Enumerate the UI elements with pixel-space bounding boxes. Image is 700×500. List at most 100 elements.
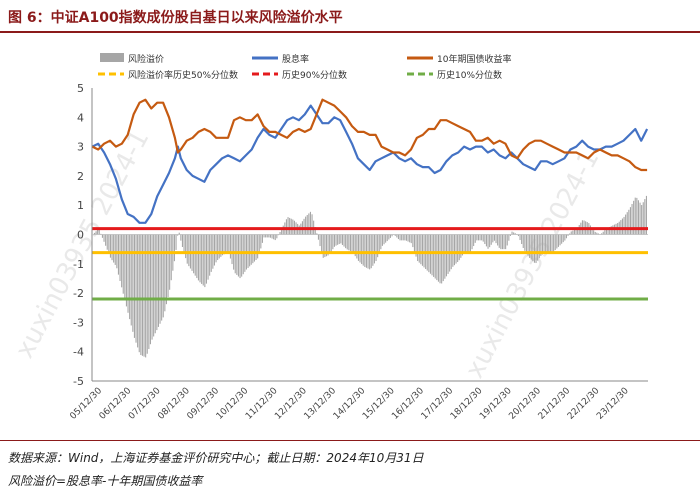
risk-premium-bar <box>532 234 534 262</box>
risk-premium-bar <box>204 234 206 288</box>
risk-premium-bar <box>413 234 415 252</box>
risk-premium-bar <box>564 234 566 241</box>
risk-premium-bar <box>377 234 379 258</box>
risk-premium-bar <box>258 234 260 254</box>
risk-premium-bar <box>489 234 491 248</box>
risk-premium-bar <box>607 227 609 235</box>
risk-premium-bar <box>396 234 398 238</box>
risk-premium-bar <box>410 234 412 244</box>
risk-premium-bar <box>471 234 473 250</box>
risk-premium-bar <box>335 234 337 246</box>
risk-premium-bar <box>169 234 171 290</box>
risk-premium-bar <box>156 234 158 331</box>
risk-premium-bar <box>439 234 441 284</box>
risk-premium-bar <box>266 234 268 238</box>
risk-premium-bar <box>465 234 467 253</box>
risk-premium-bar <box>381 234 383 246</box>
risk-premium-bar <box>239 234 241 279</box>
risk-premium-bar <box>517 234 519 237</box>
risk-premium-bar <box>101 234 103 238</box>
risk-premium-bar <box>159 234 161 324</box>
risk-premium-bar <box>644 199 646 235</box>
risk-premium-bar <box>404 234 406 241</box>
risk-premium-bar <box>621 218 623 235</box>
risk-premium-bar <box>394 234 396 236</box>
risk-premium-bar <box>458 234 460 261</box>
risk-premium-bar <box>388 234 390 240</box>
risk-premium-bar <box>508 234 510 241</box>
risk-premium-bar <box>415 234 417 257</box>
risk-premium-bar <box>113 234 115 263</box>
risk-premium-bar <box>343 234 345 247</box>
risk-premium-bar <box>226 234 228 253</box>
risk-premium-bar <box>253 234 255 262</box>
risk-premium-bar <box>122 234 124 294</box>
risk-premium-bar <box>317 234 319 240</box>
risk-premium-bar <box>543 234 545 254</box>
risk-premium-bar <box>261 234 263 243</box>
risk-premium-bar <box>468 234 470 253</box>
risk-premium-bar <box>497 234 499 246</box>
risk-premium-bar <box>514 233 516 235</box>
risk-premium-bar <box>401 234 403 241</box>
risk-premium-bar <box>346 234 348 250</box>
y-tick-label: 5 <box>77 82 84 95</box>
risk-premium-bar <box>460 234 462 258</box>
risk-premium-bar <box>575 229 577 235</box>
risk-premium-bar <box>250 234 252 265</box>
risk-premium-bar <box>383 234 385 245</box>
risk-premium-bar <box>527 234 529 256</box>
risk-premium-bar <box>610 226 612 235</box>
risk-premium-bar <box>108 234 110 254</box>
risk-premium-bar <box>129 234 131 320</box>
risk-premium-bar <box>602 231 604 235</box>
risk-premium-bar <box>257 234 259 259</box>
risk-premium-bar <box>594 231 596 235</box>
risk-premium-bar <box>341 234 343 245</box>
risk-premium-bar <box>436 234 438 281</box>
risk-premium-bar <box>361 234 363 265</box>
risk-premium-bar <box>164 234 166 312</box>
risk-premium-bar <box>185 234 187 259</box>
risk-premium-bar <box>241 234 243 277</box>
risk-premium-bar <box>545 234 547 253</box>
risk-premium-bar <box>604 230 606 235</box>
risk-premium-bar <box>485 234 487 247</box>
risk-premium-bar <box>481 234 483 241</box>
risk-premium-bar <box>453 234 455 266</box>
risk-premium-bar <box>161 234 163 321</box>
risk-premium-bar <box>98 229 100 235</box>
risk-premium-bar <box>177 234 179 236</box>
risk-premium-bar <box>500 234 502 250</box>
risk-premium-bar <box>537 234 539 261</box>
risk-premium-bar <box>140 234 142 356</box>
risk-premium-bar <box>623 216 625 235</box>
risk-premium-bar <box>324 234 326 258</box>
risk-premium-bar <box>215 234 217 263</box>
risk-premium-bar <box>433 234 435 277</box>
risk-premium-bar <box>423 234 425 268</box>
y-tick-label: 4 <box>77 111 84 124</box>
risk-premium-bar <box>591 227 593 235</box>
x-tick-label: 23/12/30 <box>595 386 631 422</box>
risk-premium-bar <box>201 234 203 284</box>
risk-premium-bar <box>418 234 420 263</box>
risk-premium-bar <box>634 197 636 235</box>
risk-premium-bar <box>290 218 292 235</box>
y-tick-label: 1 <box>77 199 84 212</box>
risk-premium-bar <box>237 234 239 277</box>
risk-premium-bar <box>506 234 508 246</box>
risk-premium-bar <box>252 234 254 264</box>
risk-premium-bar <box>197 234 199 281</box>
risk-premium-bar <box>186 234 188 264</box>
risk-premium-bar <box>289 217 291 235</box>
risk-premium-bar <box>146 234 148 354</box>
risk-premium-bar <box>577 227 579 235</box>
risk-premium-bar <box>231 234 233 265</box>
y-tick-label: 0 <box>77 229 84 242</box>
treasury-yield-line <box>91 98 648 172</box>
risk-premium-bar <box>354 234 356 257</box>
risk-premium-bar <box>639 202 641 235</box>
risk-premium-bar <box>218 234 220 259</box>
risk-premium-bar <box>143 234 145 357</box>
